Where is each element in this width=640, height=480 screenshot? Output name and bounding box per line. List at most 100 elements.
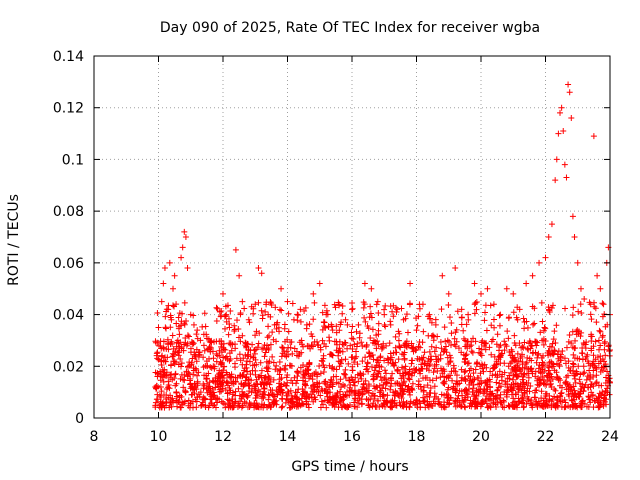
data-point xyxy=(579,381,586,388)
data-point xyxy=(349,323,356,330)
data-point xyxy=(570,351,577,358)
data-point xyxy=(187,400,194,407)
data-point xyxy=(596,390,603,397)
data-point xyxy=(523,318,530,325)
data-point xyxy=(573,403,580,410)
data-point xyxy=(593,319,600,326)
data-point xyxy=(255,265,262,272)
data-point xyxy=(600,301,607,308)
data-point xyxy=(587,371,594,378)
data-point xyxy=(440,379,447,386)
data-point xyxy=(415,378,422,385)
data-point xyxy=(249,341,256,348)
data-point xyxy=(403,400,410,407)
data-point xyxy=(528,357,535,364)
data-point xyxy=(461,387,468,394)
data-point xyxy=(539,318,546,325)
data-point xyxy=(179,401,186,408)
data-point xyxy=(534,339,541,346)
data-point xyxy=(493,341,500,348)
data-point xyxy=(258,367,265,374)
data-point xyxy=(281,365,288,372)
data-point xyxy=(342,356,349,363)
data-point xyxy=(341,370,348,377)
data-point xyxy=(362,354,369,361)
data-point xyxy=(264,364,271,371)
data-point xyxy=(377,354,384,361)
data-point xyxy=(173,301,180,308)
data-point xyxy=(395,356,402,363)
data-point xyxy=(380,393,387,400)
data-point xyxy=(232,378,239,385)
data-point xyxy=(446,338,453,345)
data-point xyxy=(364,387,371,394)
data-point xyxy=(281,348,288,355)
data-point xyxy=(178,404,185,411)
data-point xyxy=(353,328,360,335)
data-point xyxy=(252,301,259,308)
data-point xyxy=(527,383,534,390)
data-point xyxy=(379,344,386,351)
data-point xyxy=(453,372,460,379)
data-point xyxy=(496,368,503,375)
data-point xyxy=(451,335,458,342)
data-point xyxy=(383,370,390,377)
data-point xyxy=(508,358,515,365)
data-point xyxy=(216,347,223,354)
data-point xyxy=(189,341,196,348)
data-point xyxy=(480,390,487,397)
data-point xyxy=(472,299,479,306)
data-point xyxy=(538,299,545,306)
data-point xyxy=(171,272,178,279)
data-point xyxy=(276,359,283,365)
data-point xyxy=(561,355,568,362)
data-point xyxy=(516,306,523,313)
data-point xyxy=(185,333,192,340)
data-point xyxy=(169,332,176,339)
data-point xyxy=(336,398,343,405)
data-point xyxy=(349,367,356,374)
data-point xyxy=(373,301,380,308)
data-point xyxy=(235,385,242,392)
data-point xyxy=(295,386,302,393)
data-point xyxy=(407,398,414,405)
data-point xyxy=(237,338,244,345)
data-point xyxy=(367,303,374,310)
data-point xyxy=(188,391,195,398)
data-point xyxy=(348,354,355,361)
data-point xyxy=(381,367,388,374)
data-point xyxy=(494,386,501,393)
x-tick-label: 18 xyxy=(408,429,426,445)
data-point xyxy=(401,365,408,372)
data-point xyxy=(592,338,599,345)
axis-ticks: 8 10 12 14 16 18 20 22 24 0 0.02 0.04 0.06 0.08 0.1 0.1… xyxy=(53,49,619,445)
data-point xyxy=(520,315,527,322)
data-point xyxy=(565,403,572,410)
data-point xyxy=(483,327,490,334)
data-point xyxy=(493,379,500,386)
data-point xyxy=(261,353,268,360)
data-point xyxy=(477,403,484,410)
data-point xyxy=(406,368,413,375)
data-point xyxy=(383,380,390,387)
data-point xyxy=(271,321,278,328)
data-point xyxy=(502,378,509,385)
data-point xyxy=(432,321,439,328)
data-point xyxy=(172,382,179,389)
data-point xyxy=(366,404,373,411)
data-point xyxy=(505,363,512,370)
data-point xyxy=(401,378,408,385)
data-point xyxy=(433,375,440,382)
data-point xyxy=(446,352,453,359)
data-point xyxy=(470,335,477,342)
data-point xyxy=(324,388,331,395)
data-point xyxy=(413,327,420,334)
data-point xyxy=(585,394,592,401)
data-point xyxy=(278,285,285,292)
data-point xyxy=(232,388,239,395)
data-point xyxy=(403,344,410,351)
data-point xyxy=(378,345,385,352)
data-point xyxy=(320,352,327,359)
data-point xyxy=(203,331,210,338)
data-point xyxy=(482,340,489,347)
